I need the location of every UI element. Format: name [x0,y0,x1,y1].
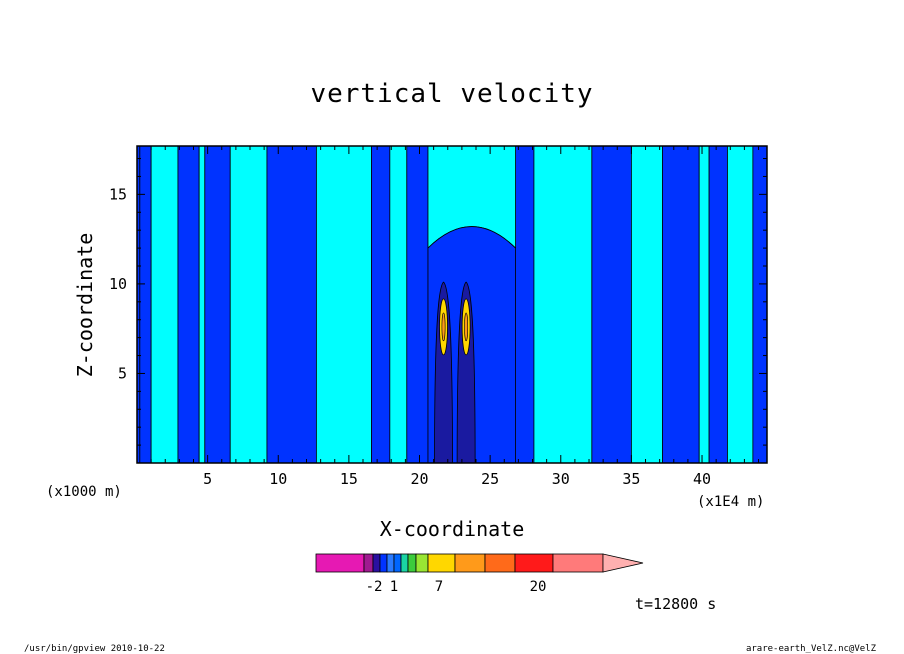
colorbar-label: 20 [530,579,547,595]
colorbar-swatch [552,553,604,573]
updraft-core [456,281,476,463]
x-axis-title: X-coordinate [380,517,525,541]
y-tick-label: 10 [109,275,127,293]
colorbar-swatch [514,553,554,573]
colorbar-swatch [484,553,516,573]
x-tick-label: 15 [340,470,358,488]
velocity-band [389,146,408,463]
velocity-band [752,146,767,463]
velocity-band [150,146,179,463]
time-label: t=12800 s [635,595,716,613]
convective-core [434,281,476,463]
colorbar-swatch [315,553,365,573]
colorbar-swatch [415,553,429,573]
velocity-band [698,146,710,463]
velocity-band [630,146,663,463]
colorbar-swatch [454,553,486,573]
footer-left: /usr/bin/gpview 2010-10-22 [24,644,165,654]
velocity-band [177,146,200,463]
velocity-band [371,146,391,463]
x-unit-note-secondary: (x1E4 m) [697,494,764,510]
velocity-band [204,146,231,463]
colorbar: -2 1 7 20 [315,553,644,595]
plot-frame [136,145,768,464]
colorbar-swatch [379,553,388,573]
colorbar-swatch [407,553,417,573]
updraft-core [434,281,453,463]
colorbar-arrow [602,553,644,573]
x-tick-label: 25 [481,470,499,488]
velocity-band [139,146,152,463]
colorbar-swatch [393,553,402,573]
velocity-band [315,146,372,463]
velocity-band [708,146,728,463]
x-tick-label: 20 [410,470,428,488]
colorbar-label: 7 [435,579,443,595]
velocity-band [198,146,206,463]
velocity-bands [137,146,767,463]
velocity-band [662,146,700,463]
x-axis-ticks: 5 10 15 20 25 30 35 40 [150,146,760,488]
velocity-band [406,146,429,463]
velocity-band [533,146,593,463]
x-tick-label: 5 [203,470,212,488]
velocity-band [266,146,317,463]
x-tick-label: 30 [552,470,570,488]
y-tick-label: 15 [109,185,127,203]
footer-right: arare-earth_VelZ.nc@VelZ [746,644,877,654]
velocity-band [229,146,268,463]
colorbar-swatch [363,553,374,573]
colorbar-swatch [372,553,381,573]
updraft-max [464,312,469,342]
x-unit-note: (x1000 m) [46,484,122,500]
velocity-band [591,146,632,463]
velocity-band [515,146,535,463]
colorbar-swatch [386,553,395,573]
updraft-max [441,312,446,342]
x-tick-label: 10 [269,470,287,488]
x-tick-label: 35 [622,470,640,488]
x-tick-label: 40 [693,470,711,488]
colorbar-label: 1 [390,579,398,595]
colorbar-swatch [427,553,456,573]
y-axis-ticks: 5 10 15 [109,158,767,446]
colorbar-swatch [400,553,409,573]
chart-title: vertical velocity [310,79,593,109]
velocity-band [727,146,754,463]
y-axis-title: Z-coordinate [73,233,97,378]
plot-area [137,146,767,463]
colorbar-label: -2 [366,579,383,595]
y-tick-label: 5 [118,364,127,382]
